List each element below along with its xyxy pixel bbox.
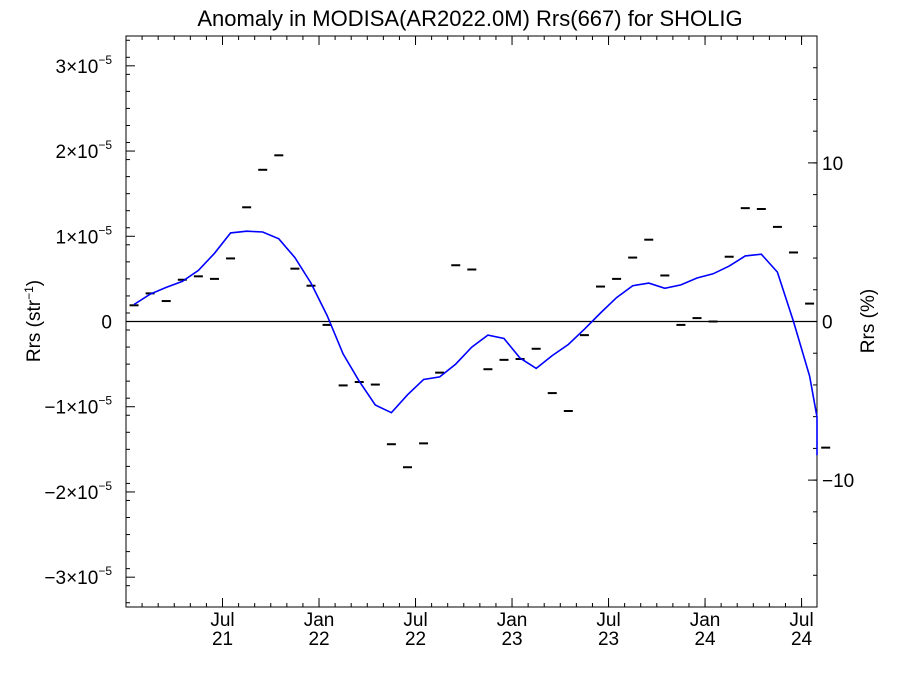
x-tick-year: 22	[405, 629, 426, 650]
left-axis-ticks: 3×10−5 2×10−5 1×10−5 0 −1×10−5 −2×10−5 −3×10−5	[44, 39, 135, 604]
left-tick-label: 1×10−5	[56, 223, 113, 248]
left-tick-label: 3×10−5	[56, 53, 113, 78]
right-axis-ticks: 10 0 −10	[808, 35, 854, 608]
chart-title: Anomaly in MODISA(AR2022.0M) Rrs(667) fo…	[197, 6, 742, 31]
x-tick-month: Jul	[403, 610, 427, 631]
left-tick-label: −3×10−5	[44, 564, 112, 589]
x-tick-year: 21	[212, 629, 233, 650]
x-tick-month: Jan	[690, 610, 721, 631]
right-tick-label: −10	[822, 471, 854, 492]
x-tick-year: 23	[501, 629, 522, 650]
right-tick-label: 0	[822, 313, 833, 334]
x-tick-month: Jul	[596, 610, 620, 631]
x-tick-year: 24	[791, 629, 813, 650]
right-axis-label: Rrs (%)	[858, 289, 879, 353]
left-tick-label: −1×10−5	[44, 394, 112, 419]
x-tick-year: 22	[308, 629, 329, 650]
monthly-anomaly-markers	[129, 154, 831, 469]
x-tick-month: Jan	[304, 610, 335, 631]
left-axis-label: Rrs (str−1)	[22, 280, 45, 362]
left-tick-label: 0	[101, 313, 112, 334]
x-tick-year: 24	[694, 629, 716, 650]
x-tick-month: Jan	[497, 610, 528, 631]
x-tick-month: Jul	[210, 610, 234, 631]
smoothed-anomaly-line	[133, 230, 818, 456]
left-tick-label: −2×10−5	[44, 479, 112, 504]
x-tick-month: Jul	[789, 610, 813, 631]
right-tick-label: 10	[822, 154, 843, 175]
left-tick-label: 2×10−5	[56, 138, 113, 163]
x-tick-year: 23	[598, 629, 619, 650]
